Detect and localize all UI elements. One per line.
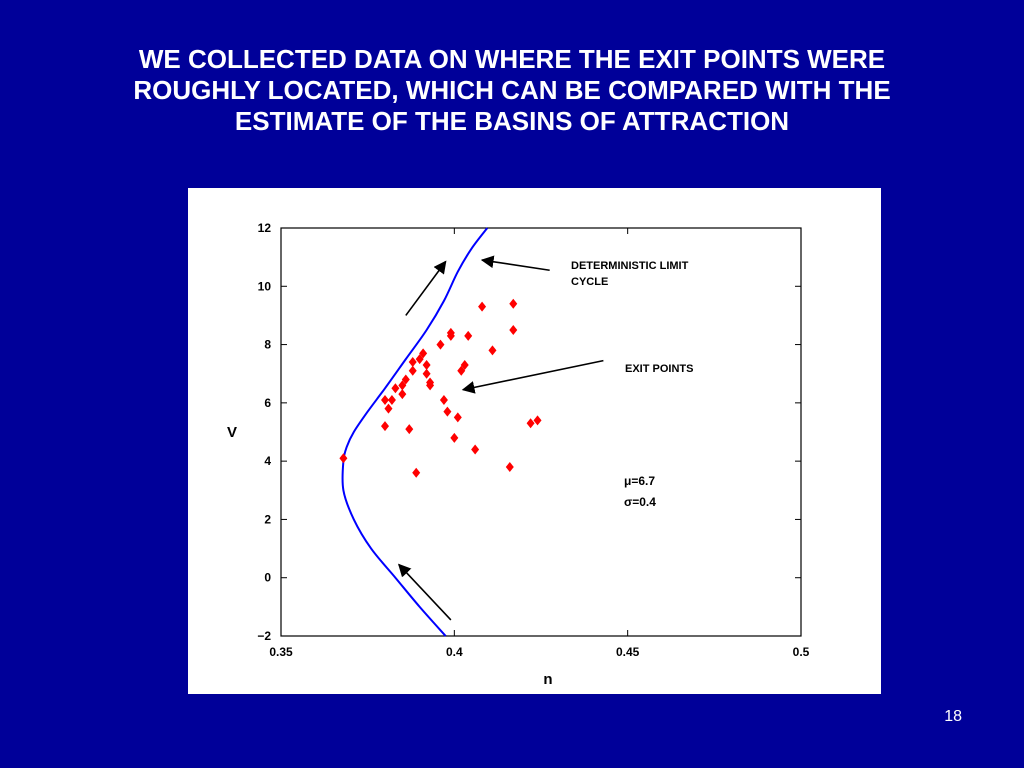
exit-point-marker bbox=[391, 383, 400, 394]
slide-title-line: WE COLLECTED DATA ON WHERE THE EXIT POIN… bbox=[138, 44, 886, 74]
exit-points-label: EXIT POINTS bbox=[625, 363, 693, 375]
y-tick-label: 0 bbox=[264, 571, 271, 585]
y-tick-label: −2 bbox=[257, 629, 271, 643]
exit-point-marker bbox=[426, 377, 435, 388]
exit-point-marker bbox=[381, 394, 389, 405]
exit-point-marker bbox=[443, 406, 452, 417]
exit-point-marker bbox=[453, 412, 462, 423]
exit-point-marker bbox=[422, 359, 431, 370]
limit-cycle-curve bbox=[341, 227, 489, 637]
x-axis-label: n bbox=[543, 671, 552, 688]
mu-value-label: =6.7 bbox=[631, 474, 655, 488]
sigma-value-label: =0.4 bbox=[632, 495, 656, 509]
page-number: 18 bbox=[944, 708, 962, 725]
exit-point-marker bbox=[398, 389, 407, 400]
exit-point-marker bbox=[450, 432, 459, 443]
exit-point-marker bbox=[533, 415, 542, 426]
exit-point-marker bbox=[478, 301, 487, 312]
mu-parameter: μ=6.7 bbox=[624, 474, 655, 488]
exit-point-marker bbox=[381, 421, 389, 432]
limit-cycle-label: CYCLE bbox=[571, 276, 608, 288]
scatter-chart: 0.35 0.4 0.45 0.5 12 10 8 6 4 2 0 −2 n V DETERMINIS… bbox=[227, 221, 810, 688]
exit-point-marker bbox=[415, 354, 424, 365]
sigma-parameter: σ=0.4 bbox=[624, 495, 656, 509]
mu-symbol-label: μ bbox=[624, 474, 631, 488]
annotation-arrow bbox=[397, 563, 452, 621]
exit-point-marker bbox=[439, 394, 448, 405]
exit-point-marker bbox=[387, 394, 396, 405]
plot-frame bbox=[280, 227, 802, 637]
x-tick-label: 0.35 bbox=[269, 645, 293, 659]
slide-title-line: ROUGHLY LOCATED, WHICH CAN BE COMPARED W… bbox=[133, 75, 891, 105]
annotation-arrow bbox=[480, 255, 550, 272]
y-axis-label: V bbox=[227, 424, 237, 441]
exit-point-marker bbox=[398, 380, 407, 391]
exit-points-layer bbox=[339, 298, 542, 478]
exit-point-marker bbox=[419, 348, 428, 359]
exit-point-marker bbox=[436, 339, 445, 350]
y-tick-label: 10 bbox=[258, 279, 272, 293]
x-tick-label: 0.5 bbox=[793, 645, 810, 659]
exit-point-marker bbox=[464, 330, 473, 341]
exit-point-marker bbox=[384, 403, 393, 414]
axis-ticks: 0.35 0.4 0.45 0.5 12 10 8 6 4 2 0 −2 bbox=[257, 221, 809, 659]
exit-point-marker bbox=[339, 453, 348, 464]
limit-cycle-label: DETERMINISTIC LIMIT bbox=[571, 260, 689, 272]
exit-point-marker bbox=[408, 357, 417, 368]
exit-point-marker bbox=[488, 345, 497, 356]
x-tick-label: 0.4 bbox=[446, 645, 463, 659]
exit-point-marker bbox=[509, 325, 518, 335]
arrows-layer bbox=[397, 255, 604, 621]
slide-title: WE COLLECTED DATA ON WHERE THE EXIT POIN… bbox=[60, 44, 964, 137]
sigma-symbol-label: σ bbox=[624, 495, 632, 509]
exit-point-marker bbox=[471, 444, 480, 455]
exit-point-marker bbox=[460, 359, 469, 370]
x-tick-label: 0.45 bbox=[616, 645, 640, 659]
y-tick-label: 8 bbox=[264, 338, 271, 352]
exit-point-marker bbox=[446, 327, 455, 338]
slide-title-line: ESTIMATE OF THE BASINS OF ATTRACTION bbox=[234, 106, 790, 136]
annotation-arrow bbox=[461, 359, 604, 394]
exit-point-marker bbox=[509, 298, 518, 309]
annotation-arrow bbox=[405, 260, 447, 316]
exit-point-marker bbox=[412, 467, 421, 478]
exit-point-marker bbox=[422, 368, 431, 379]
exit-point-marker bbox=[526, 418, 535, 429]
y-tick-label: 6 bbox=[264, 396, 271, 410]
limit-cycle-layer bbox=[341, 227, 489, 637]
y-tick-label: 12 bbox=[258, 221, 272, 235]
y-tick-label: 4 bbox=[264, 454, 271, 468]
figure-panel: 0.35 0.4 0.45 0.5 12 10 8 6 4 2 0 −2 n V DETERMINIS… bbox=[188, 188, 881, 694]
exit-point-marker bbox=[457, 365, 466, 376]
exit-point-marker bbox=[505, 461, 514, 472]
exit-point-marker bbox=[401, 374, 410, 385]
y-tick-label: 2 bbox=[264, 512, 271, 526]
exit-point-marker bbox=[408, 365, 417, 376]
exit-point-marker bbox=[405, 424, 414, 435]
